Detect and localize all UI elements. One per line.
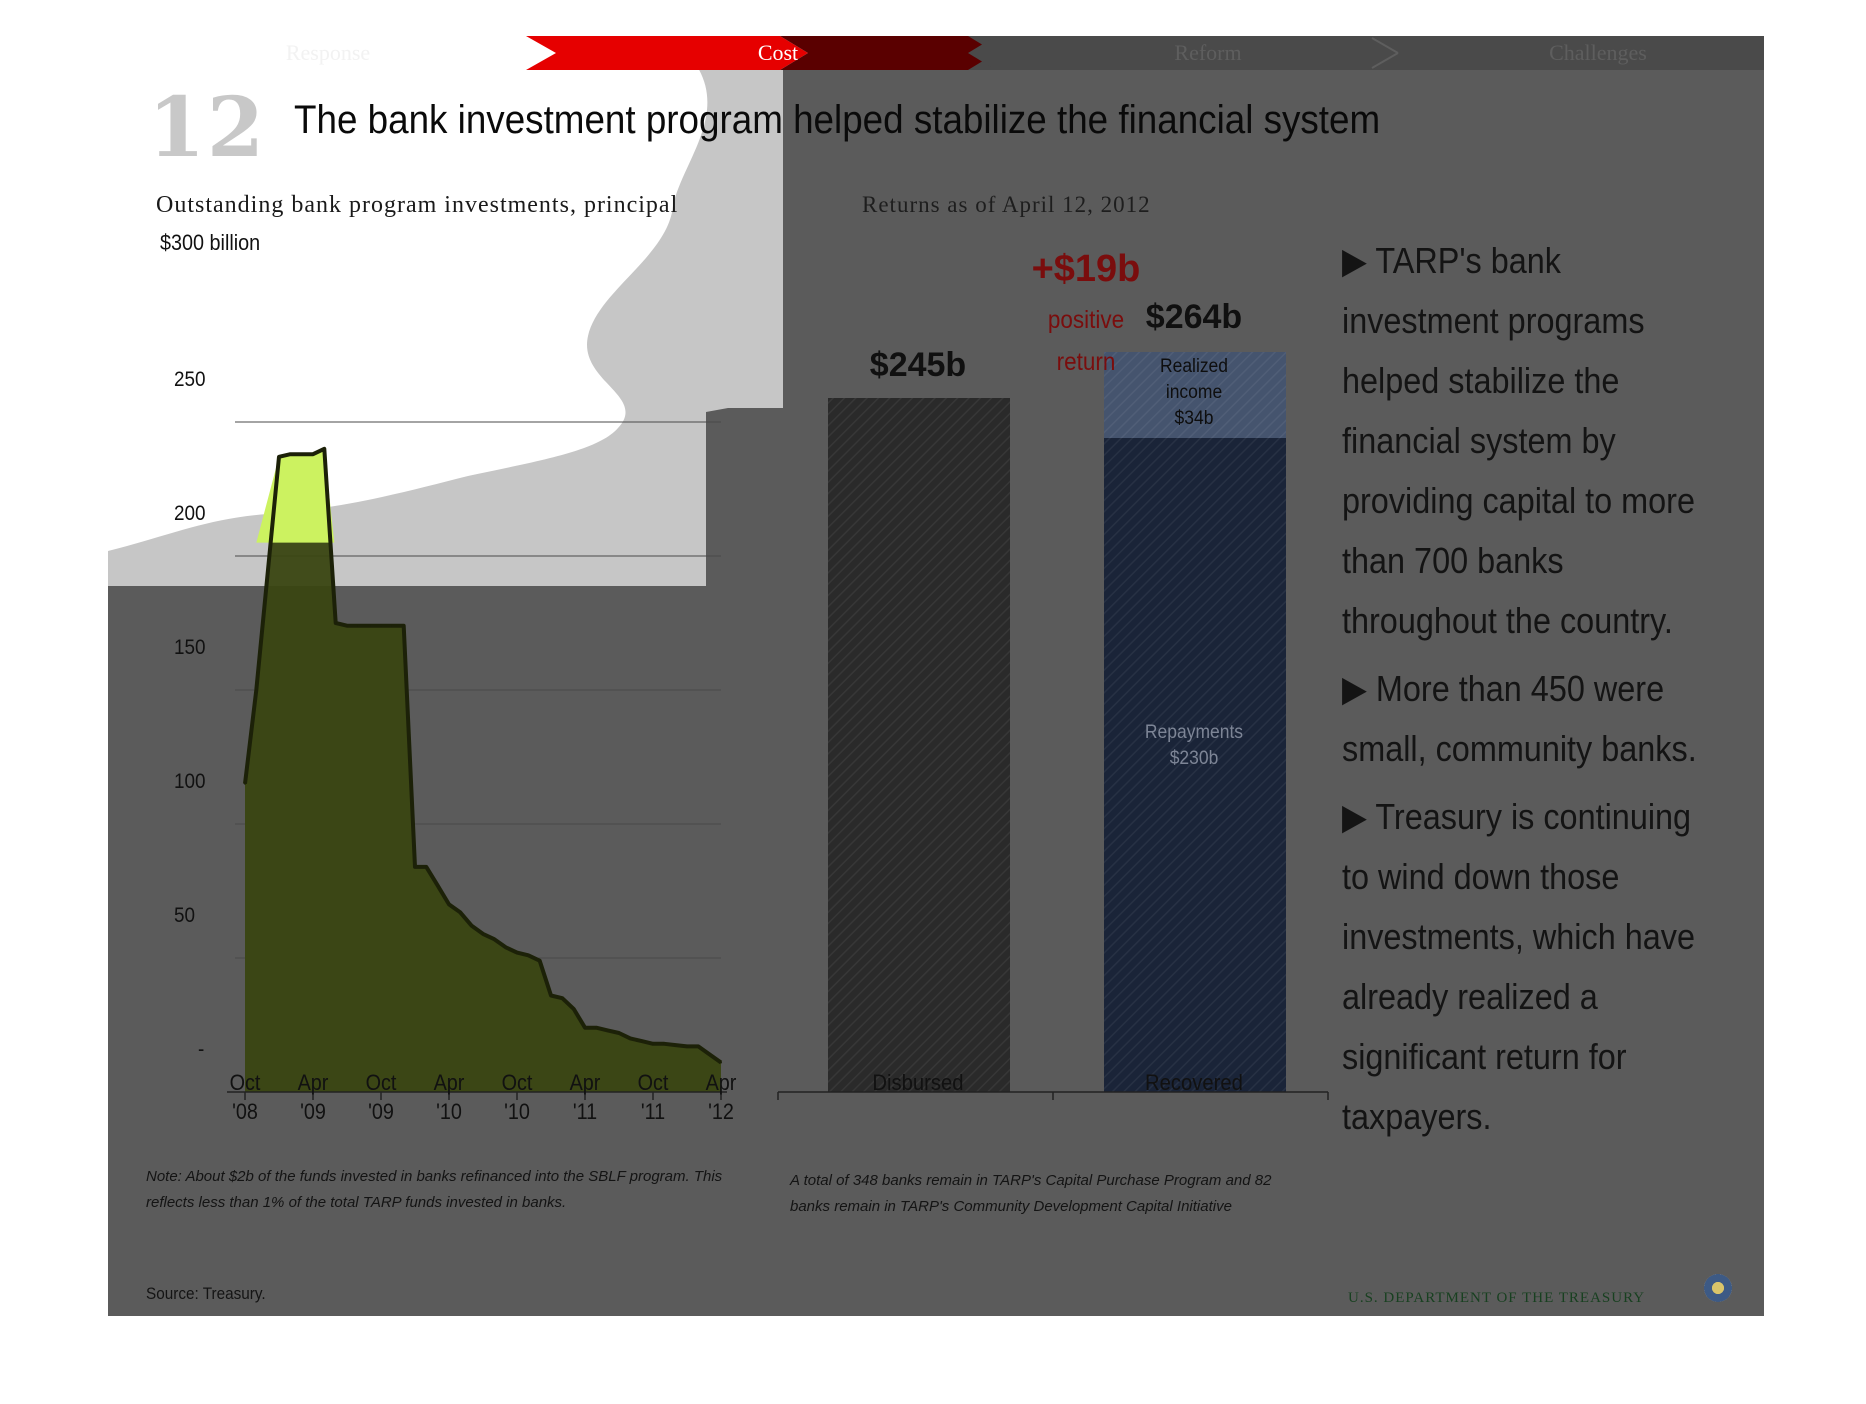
data-point [334, 622, 337, 624]
nav-tab-response[interactable]: Response [285, 40, 371, 65]
data-point [312, 453, 314, 456]
data-point [538, 959, 541, 962]
data-point [584, 1026, 586, 1029]
return-delta-label-2: return [1056, 348, 1116, 376]
area-outline [243, 446, 723, 1065]
treasury-footer: U.S. DEPARTMENT OF THE TREASURY [1348, 1290, 1646, 1306]
data-point [425, 865, 428, 868]
data-point [414, 865, 416, 868]
data-point [686, 1045, 688, 1048]
right-chart-note: A total of 348 banks remain in TARP's Ca… [790, 1172, 1272, 1215]
data-point [550, 994, 552, 997]
x-tick-label: Apr '09 [297, 1070, 329, 1124]
left-chart-note: Note: About $2b of the funds invested in… [146, 1168, 723, 1211]
data-point [663, 1042, 666, 1045]
slide-number: 12 [148, 80, 267, 176]
data-point [300, 453, 303, 456]
data-point [618, 1032, 620, 1034]
area-chart [227, 421, 727, 1100]
data-point [436, 884, 439, 887]
x-tick-label: Oct '11 [637, 1070, 669, 1124]
return-delta: +$19b [1031, 248, 1141, 290]
nav-tab-cost[interactable]: Cost [757, 40, 799, 65]
slide: Response Cost Reform Challenges 12 The b… [108, 36, 1764, 1316]
data-point [674, 1044, 677, 1047]
segment-label-repayments: Repayments $230b [1144, 722, 1244, 769]
data-point [561, 997, 564, 1000]
data-point [368, 624, 371, 627]
nav-bar [108, 36, 1764, 70]
data-point [323, 447, 326, 450]
treasury-seal-icon [1704, 1274, 1732, 1302]
data-point [708, 1053, 711, 1056]
left-chart-subtitle: Outstanding bank program investments, pr… [156, 192, 679, 218]
data-point [278, 455, 280, 458]
key-points: ▶ TARP's bank investment programs helped… [1342, 231, 1762, 1155]
y-tick-label: 200 [174, 502, 206, 525]
y-tick-label: - [198, 1038, 205, 1061]
x-tick-label: Oct '09 [365, 1070, 397, 1124]
bullet-point: ▶ TARP's bank investment programs helped… [1342, 240, 1695, 641]
right-chart-subtitle: Returns as of April 12, 2012 [862, 192, 1151, 217]
y-tick-label: 50 [174, 904, 196, 927]
bar-label-recovered: Recovered [1145, 1070, 1243, 1095]
data-point [289, 453, 292, 456]
data-point [380, 624, 382, 627]
nav-tab-challenges[interactable]: Challenges [1549, 40, 1647, 65]
bar-label-disbursed: Disbursed [872, 1070, 964, 1095]
data-point [572, 1007, 575, 1010]
y-tick-label: 100 [174, 770, 206, 793]
data-point [482, 932, 484, 935]
bar-chart [777, 352, 1329, 1100]
y-tick-label: 250 [174, 368, 206, 391]
data-point [606, 1029, 609, 1032]
return-delta-label-1: positive [1047, 306, 1125, 334]
slide-title: The bank investment program helped stabi… [294, 98, 1381, 142]
data-point [516, 951, 518, 954]
data-point [697, 1045, 700, 1048]
x-tick-label: Oct '08 [229, 1070, 261, 1124]
nav-tab-reform[interactable]: Reform [1174, 40, 1242, 65]
data-point [640, 1040, 643, 1043]
data-point [652, 1042, 654, 1045]
data-point [391, 624, 394, 627]
data-point [448, 903, 450, 906]
data-point [470, 924, 473, 927]
x-tick-label: Apr '11 [569, 1070, 601, 1124]
bar-total-disbursed: $245b [869, 346, 967, 384]
x-tick-label: Apr '10 [433, 1070, 465, 1124]
data-point [402, 624, 405, 627]
x-tick-label: Oct '10 [501, 1070, 533, 1124]
area-series [245, 448, 721, 1092]
data-point [527, 954, 530, 957]
data-point [357, 624, 360, 627]
data-point [720, 1061, 722, 1064]
y-tick-label: 150 [174, 636, 206, 659]
x-tick-label: Apr '12 [705, 1070, 737, 1124]
data-point [595, 1026, 598, 1029]
source-note: Source: Treasury. [146, 1284, 266, 1303]
bar-total-recovered: $264b [1145, 298, 1243, 336]
data-point [244, 782, 246, 785]
left-chart-unit: $300 billion [160, 230, 261, 255]
bullet-point: ▶ More than 450 were small, community ba… [1342, 668, 1697, 769]
data-point [629, 1037, 632, 1040]
data-point [346, 624, 348, 627]
data-point [255, 689, 258, 691]
bullet-point: ▶ Treasury is continuing to wind down th… [1342, 796, 1695, 1137]
data-point [493, 938, 496, 941]
data-point [504, 946, 507, 949]
data-point [459, 911, 462, 914]
segment-label-income: Realized income $34b [1159, 356, 1229, 429]
